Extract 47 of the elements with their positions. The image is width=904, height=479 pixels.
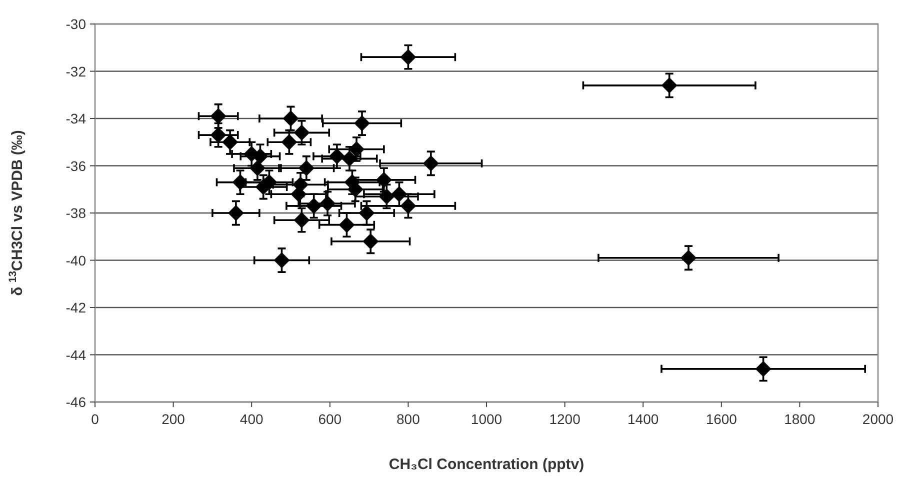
y-tick-label: -44 <box>66 346 86 363</box>
point <box>422 155 439 172</box>
point <box>249 160 266 176</box>
point <box>210 108 226 124</box>
point <box>222 134 238 150</box>
point <box>661 77 678 94</box>
y-tick-label: -34 <box>66 110 86 126</box>
point <box>358 205 375 221</box>
y-tick-label: -42 <box>66 300 86 316</box>
x-tick-label: 1600 <box>706 411 738 427</box>
y-tick-label: -40 <box>66 252 86 268</box>
point <box>400 49 416 66</box>
point <box>680 250 697 266</box>
x-tick-label: 0 <box>91 411 100 427</box>
x-tick-label: 600 <box>318 411 342 427</box>
y-tick-label: -38 <box>66 205 86 221</box>
point <box>294 212 310 228</box>
point <box>338 216 355 233</box>
point <box>228 205 244 221</box>
x-tick-label: 1800 <box>784 411 816 427</box>
point <box>298 160 314 176</box>
y-tick-label: -36 <box>66 158 86 174</box>
point <box>755 360 772 377</box>
point <box>391 186 408 202</box>
point <box>274 252 290 268</box>
point <box>320 196 336 212</box>
y-tick-label: -30 <box>66 16 86 32</box>
point <box>400 198 416 214</box>
x-tick-label: 1000 <box>470 411 502 427</box>
point <box>354 115 370 132</box>
x-tick-label: 200 <box>162 411 186 427</box>
point <box>294 124 310 141</box>
y-tick-label: -32 <box>66 63 86 80</box>
x-tick-label: 800 <box>396 411 420 427</box>
point <box>210 127 226 144</box>
point <box>290 186 307 202</box>
x-tick-label: 2000 <box>862 411 894 427</box>
x-axis-title: CH₃Cl Concentration (pptv) <box>388 456 584 473</box>
point <box>376 172 392 188</box>
x-tick-label: 400 <box>240 411 264 427</box>
y-tick-label: -46 <box>66 394 86 410</box>
x-tick-label: 1200 <box>549 411 581 427</box>
point <box>281 134 298 150</box>
point <box>362 233 379 250</box>
point <box>282 110 299 126</box>
x-tick-label: 1400 <box>628 411 659 427</box>
point <box>341 150 358 167</box>
